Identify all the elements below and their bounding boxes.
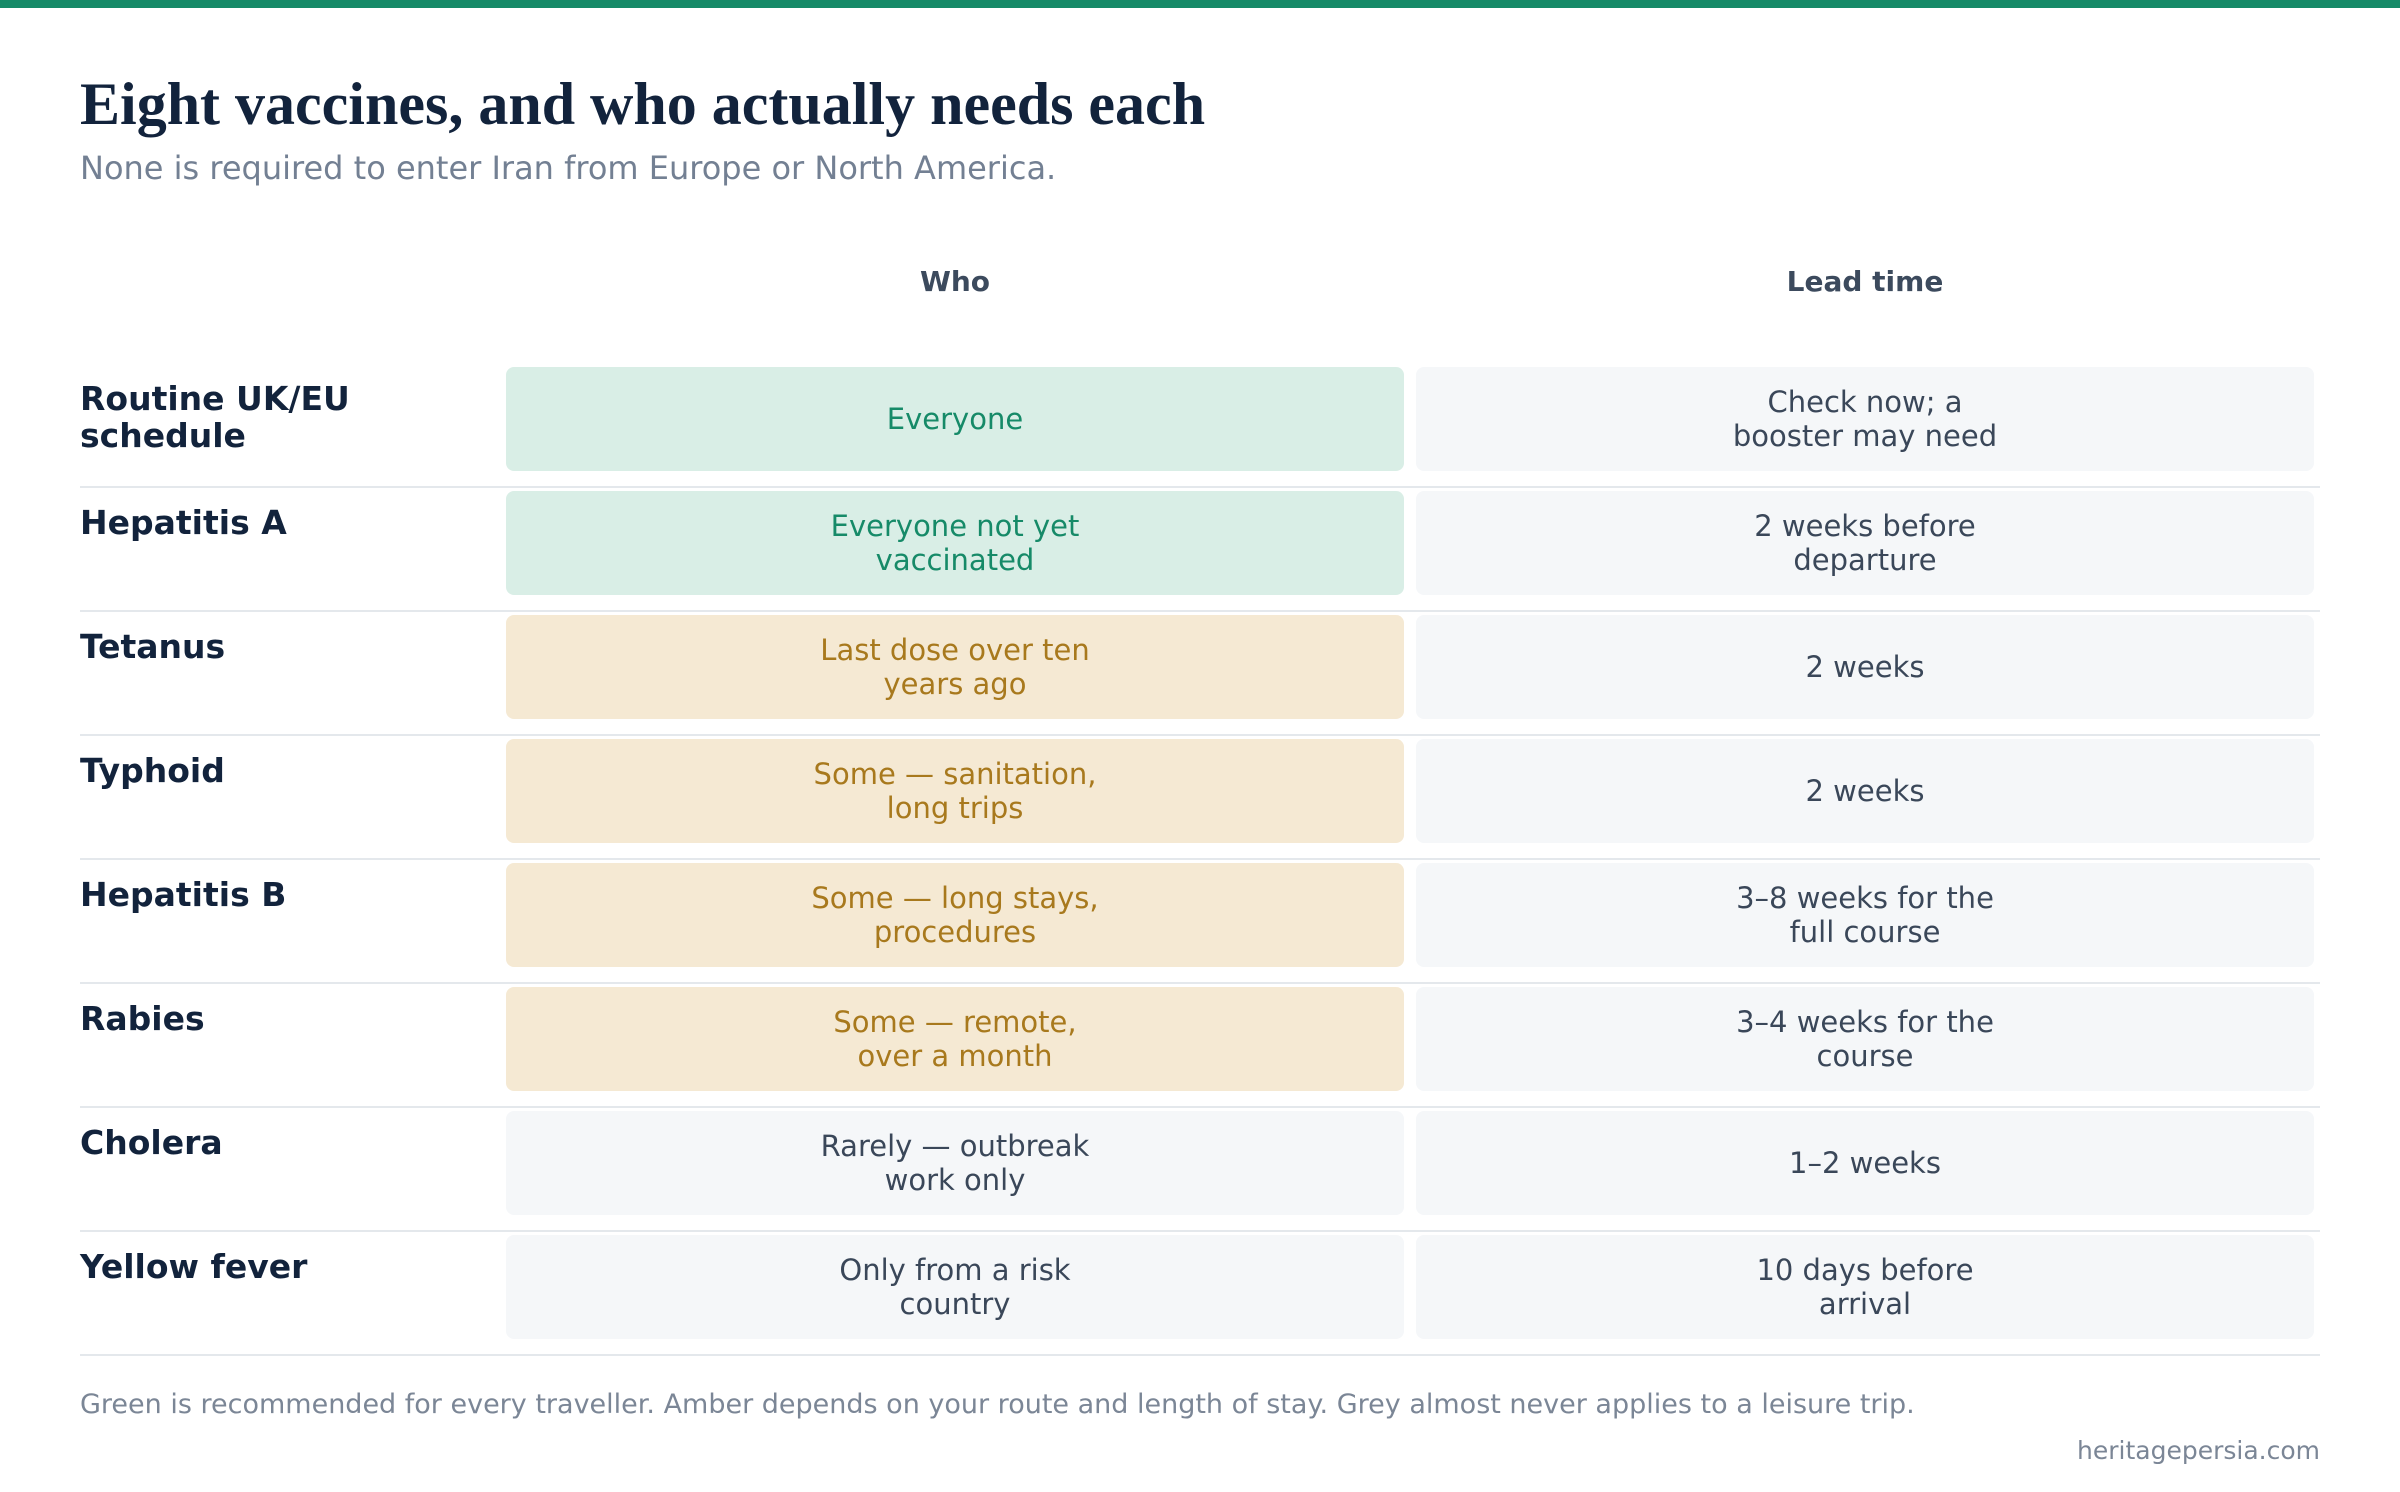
table-row: Rabies Some — remote, over a month 3–4 w… [80,984,2320,1108]
who-cell: Some — long stays, procedures [506,863,1404,967]
lead-time-cell: 3–8 weeks for the full course [1416,863,2314,967]
lead-time-text: 3–4 weeks for the course [1736,1005,1994,1073]
who-cell: Everyone [506,367,1404,471]
lead-time-cell: 1–2 weeks [1416,1111,2314,1215]
vaccine-name: Routine UK/EU schedule [80,379,350,455]
who-cell: Rarely — outbreak work only [506,1111,1404,1215]
source-credit: heritagepersia.com [2077,1436,2320,1465]
lead-time-text: 2 weeks [1805,774,1925,808]
lead-time-cell: 2 weeks [1416,615,2314,719]
vaccine-table: Routine UK/EU schedule Everyone Check no… [80,364,2320,1356]
table-row: Routine UK/EU schedule Everyone Check no… [80,364,2320,488]
vaccine-name: Typhoid [80,751,225,790]
who-text: Only from a risk country [839,1253,1071,1321]
page-subtitle: None is required to enter Iran from Euro… [80,149,1057,187]
table-row: Yellow fever Only from a risk country 10… [80,1232,2320,1356]
who-text: Rarely — outbreak work only [820,1129,1090,1197]
who-text: Everyone [886,402,1024,436]
who-cell: Some — remote, over a month [506,987,1404,1091]
lead-time-cell: 3–4 weeks for the course [1416,987,2314,1091]
who-text: Some — remote, over a month [833,1005,1077,1073]
who-cell: Last dose over ten years ago [506,615,1404,719]
column-header-lead-time: Lead time [1786,265,1944,298]
table-row: Hepatitis B Some — long stays, procedure… [80,860,2320,984]
table-row: Tetanus Last dose over ten years ago 2 w… [80,612,2320,736]
vaccine-name: Hepatitis A [80,503,287,542]
lead-time-text: 2 weeks [1805,650,1925,684]
vaccine-name: Cholera [80,1123,223,1162]
who-text: Everyone not yet vaccinated [830,509,1080,577]
vaccine-name: Rabies [80,999,205,1038]
who-cell: Some — sanitation, long trips [506,739,1404,843]
lead-time-cell: 2 weeks before departure [1416,491,2314,595]
lead-time-cell: 2 weeks [1416,739,2314,843]
lead-time-cell: 10 days before arrival [1416,1235,2314,1339]
lead-time-text: Check now; a booster may need [1732,385,1998,453]
accent-bar [0,0,2400,8]
who-text: Last dose over ten years ago [820,633,1090,701]
vaccine-name: Tetanus [80,627,226,666]
who-text: Some — long stays, procedures [811,881,1099,949]
who-text: Some — sanitation, long trips [813,757,1097,825]
legend-note: Green is recommended for every traveller… [80,1389,1915,1420]
table-row: Hepatitis A Everyone not yet vaccinated … [80,488,2320,612]
lead-time-text: 2 weeks before departure [1754,509,1976,577]
lead-time-text: 1–2 weeks [1789,1146,1941,1180]
column-header-who: Who [919,265,991,298]
lead-time-text: 3–8 weeks for the full course [1736,881,1994,949]
who-cell: Everyone not yet vaccinated [506,491,1404,595]
lead-time-cell: Check now; a booster may need [1416,367,2314,471]
page-title: Eight vaccines, and who actually needs e… [80,71,1206,137]
table-row: Typhoid Some — sanitation, long trips 2 … [80,736,2320,860]
table-row: Cholera Rarely — outbreak work only 1–2 … [80,1108,2320,1232]
vaccine-name: Hepatitis B [80,875,287,914]
who-cell: Only from a risk country [506,1235,1404,1339]
vaccine-name: Yellow fever [80,1247,308,1286]
lead-time-text: 10 days before arrival [1756,1253,1974,1321]
